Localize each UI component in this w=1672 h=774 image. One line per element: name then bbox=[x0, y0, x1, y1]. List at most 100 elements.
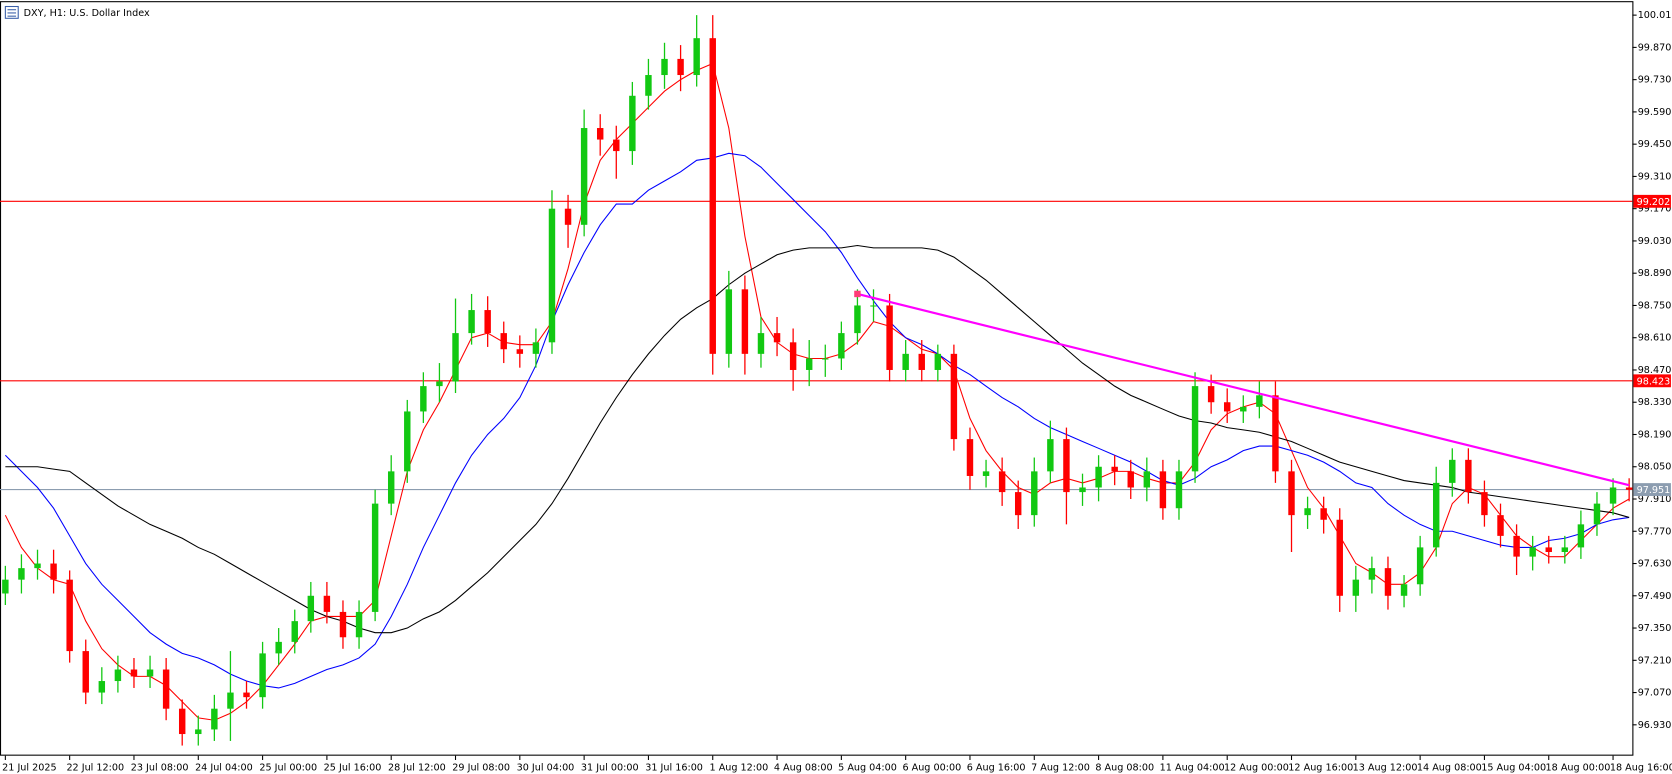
candle-body bbox=[468, 310, 475, 334]
candle-body bbox=[805, 358, 813, 370]
candle-body bbox=[1014, 492, 1022, 516]
candle-body bbox=[902, 353, 909, 370]
x-tick-label: 4 Aug 08:00 bbox=[774, 762, 833, 773]
x-tick-label: 31 Jul 16:00 bbox=[645, 762, 703, 773]
trendline-anchor bbox=[854, 290, 861, 298]
x-tick-label: 31 Jul 00:00 bbox=[581, 762, 639, 773]
candle-body bbox=[1368, 568, 1376, 580]
candle-body bbox=[950, 353, 958, 440]
candle-body bbox=[998, 471, 1006, 493]
candle-body bbox=[1143, 471, 1151, 488]
candle-body bbox=[1191, 386, 1199, 472]
candle-body bbox=[34, 563, 41, 569]
candle-body bbox=[709, 38, 716, 354]
level-label-box bbox=[1633, 194, 1671, 208]
candle-body bbox=[50, 563, 57, 580]
candle-body bbox=[757, 333, 765, 354]
candle-body bbox=[2, 579, 9, 594]
candle-body bbox=[404, 411, 411, 472]
x-tick-label: 22 Jul 12:00 bbox=[66, 762, 124, 773]
y-tick-label: 99.590 bbox=[1638, 107, 1672, 118]
x-tick-label: 5 Aug 04:00 bbox=[838, 762, 897, 773]
x-tick-label: 25 Jul 00:00 bbox=[259, 762, 317, 773]
y-tick-label: 98.190 bbox=[1638, 429, 1672, 440]
candle-body bbox=[178, 708, 186, 735]
candles-layer bbox=[2, 15, 1633, 746]
candle-body bbox=[1465, 459, 1472, 493]
candle-body bbox=[934, 353, 942, 370]
candle-body bbox=[1272, 395, 1279, 472]
candle-body bbox=[1609, 487, 1617, 504]
candle-body bbox=[162, 669, 170, 709]
x-tick-label: 11 Aug 04:00 bbox=[1160, 762, 1225, 773]
x-tick-label: 13 Aug 12:00 bbox=[1353, 762, 1418, 773]
candle-body bbox=[1063, 439, 1070, 493]
x-tick-label: 29 Jul 08:00 bbox=[452, 762, 510, 773]
last-price-box bbox=[1633, 483, 1671, 496]
candle-body bbox=[1127, 471, 1134, 488]
x-tick-label: 23 Jul 08:00 bbox=[131, 762, 189, 773]
candle-body bbox=[1625, 487, 1633, 490]
moving-average bbox=[4, 62, 1630, 721]
x-tick-label: 28 Jul 12:00 bbox=[388, 762, 446, 773]
candle-body bbox=[822, 358, 829, 360]
y-tick-label: 99.870 bbox=[1638, 42, 1672, 53]
candle-body bbox=[1320, 508, 1327, 520]
candle-body bbox=[1593, 503, 1601, 525]
x-tick-label: 24 Jul 04:00 bbox=[195, 762, 253, 773]
moving-average bbox=[5, 244, 1630, 634]
candle-body bbox=[98, 681, 106, 693]
candle-body bbox=[1577, 524, 1585, 548]
y-tick-label: 98.610 bbox=[1638, 333, 1672, 344]
candle-body bbox=[1223, 402, 1231, 412]
candle-body bbox=[1497, 515, 1504, 536]
trendline bbox=[857, 292, 1630, 487]
candle-body bbox=[18, 568, 25, 580]
x-tick-label: 30 Jul 04:00 bbox=[517, 762, 575, 773]
level-label-box bbox=[1633, 374, 1671, 388]
x-tick-label: 7 Aug 12:00 bbox=[1031, 762, 1090, 773]
candle-body bbox=[870, 305, 877, 307]
candle-body bbox=[741, 289, 749, 354]
candle-body bbox=[516, 349, 524, 354]
candle-body bbox=[1400, 584, 1408, 596]
x-tick-label: 18 Aug 16:00 bbox=[1610, 762, 1672, 773]
candle-body bbox=[1416, 547, 1424, 585]
symbol-icon bbox=[4, 5, 19, 19]
candle-body bbox=[548, 208, 556, 343]
candle-body bbox=[211, 708, 218, 730]
y-tick-label: 98.890 bbox=[1638, 268, 1672, 279]
candle-body bbox=[982, 471, 990, 476]
candle-body bbox=[1175, 471, 1183, 509]
candle-body bbox=[693, 38, 700, 76]
candle-body bbox=[436, 381, 443, 387]
y-tick-label: 97.770 bbox=[1638, 526, 1672, 537]
candle-body bbox=[1207, 386, 1215, 403]
candle-body bbox=[661, 58, 668, 76]
candle-body bbox=[854, 305, 861, 334]
last-price-label: 97.951 bbox=[1637, 485, 1671, 496]
overlay-layer bbox=[854, 290, 1630, 487]
y-tick-label: 97.630 bbox=[1638, 559, 1672, 570]
candle-body bbox=[725, 289, 733, 354]
candle-body bbox=[1111, 466, 1118, 472]
candle-body bbox=[307, 595, 315, 622]
candle-body bbox=[918, 353, 925, 370]
candle-body bbox=[66, 579, 73, 652]
candle-body bbox=[420, 386, 427, 412]
candle-body bbox=[1561, 547, 1569, 553]
candle-body bbox=[114, 669, 122, 682]
candle-body bbox=[1079, 487, 1086, 493]
candle-body bbox=[580, 128, 588, 225]
candle-body bbox=[1256, 395, 1263, 407]
candle-body bbox=[966, 439, 974, 476]
candle-body bbox=[1545, 547, 1552, 553]
y-tick-label: 98.470 bbox=[1638, 365, 1672, 376]
candle-body bbox=[1159, 471, 1167, 509]
candle-body bbox=[1352, 579, 1360, 596]
y-tick-label: 99.450 bbox=[1638, 139, 1672, 150]
candle-body bbox=[629, 95, 636, 152]
y-tick-label: 99.730 bbox=[1638, 75, 1672, 86]
